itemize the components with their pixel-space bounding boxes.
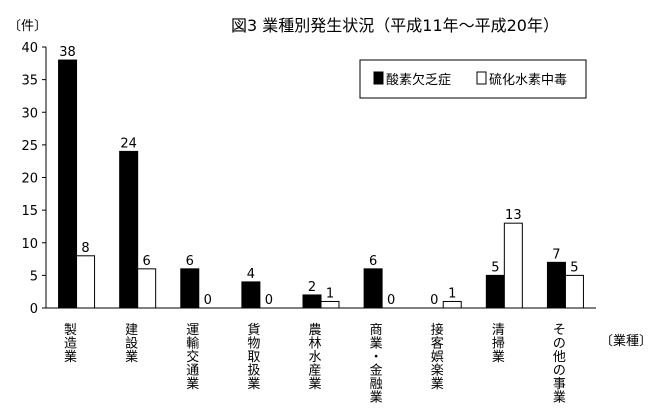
data-label: 0: [387, 293, 395, 308]
bar-oxygen-deficiency: [546, 261, 566, 309]
data-label: 6: [369, 254, 377, 269]
legend-swatch-h2s: [476, 71, 487, 85]
bar-oxygen-deficiency: [363, 268, 383, 309]
data-label: 7: [552, 247, 560, 262]
y-tick-label: 15: [21, 204, 38, 219]
x-category-label: 接客娯楽業: [431, 322, 444, 392]
data-label: 1: [448, 286, 456, 301]
bar-hydrogen-sulfide: [564, 274, 584, 309]
bar-hydrogen-sulfide: [76, 255, 96, 309]
data-label: 6: [143, 254, 151, 269]
data-label: 2: [308, 280, 316, 295]
data-label: 8: [81, 241, 89, 256]
legend: 酸素欠乏症 硫化水素中毒: [359, 59, 587, 99]
legend-swatch-oxygen: [373, 71, 384, 85]
y-tick-label: 20: [21, 172, 38, 187]
x-category-label: 製造業: [64, 323, 77, 365]
bar-oxygen-deficiency: [241, 281, 261, 309]
data-label: 24: [120, 136, 137, 151]
data-label: 0: [204, 293, 212, 308]
x-category-label: 貨物取扱業: [247, 322, 260, 392]
y-tick-label: 40: [21, 41, 38, 56]
bar-hydrogen-sulfide: [442, 300, 462, 309]
x-category-label: 清掃業: [492, 323, 505, 365]
data-label: 5: [570, 260, 578, 275]
bars: [58, 59, 584, 309]
x-category-label: その他の事業: [553, 323, 566, 406]
legend-label-oxygen: 酸素欠乏症: [386, 72, 451, 88]
data-label: 4: [247, 267, 255, 282]
data-label: 38: [59, 45, 76, 60]
y-tick-label: 10: [21, 237, 38, 252]
bar-oxygen-deficiency: [180, 268, 200, 309]
y-axis: 0 5 10 15 20 25 30 35 40: [21, 41, 47, 317]
bar-oxygen-deficiency: [485, 274, 505, 309]
x-axis: 製造業 建設業 運輸交通業 貨物取扱業 農林水産業 商業・金融業 接客娯楽業 清掃業 その他の事…: [46, 307, 596, 406]
legend-label-h2s: 硫化水素中毒: [489, 73, 567, 88]
bar-oxygen-deficiency: [119, 150, 139, 309]
data-label: 1: [326, 286, 334, 301]
legend-box: [359, 59, 587, 99]
x-category-label: 商業・金融業: [370, 323, 383, 406]
y-tick-label: 0: [30, 302, 38, 317]
x-category-label: 運輸交通業: [186, 323, 199, 392]
y-axis-unit: 〔件〕: [8, 19, 47, 34]
y-tick-label: 30: [21, 106, 38, 121]
bar-hydrogen-sulfide: [137, 268, 157, 309]
bar-hydrogen-sulfide: [503, 222, 523, 309]
data-label: 6: [186, 254, 194, 269]
bar-oxygen-deficiency: [58, 59, 78, 309]
x-category-label: 建設業: [125, 323, 138, 365]
bar-oxygen-deficiency: [302, 294, 322, 309]
data-label: 13: [505, 208, 522, 223]
x-axis-unit: 〔業種〕: [600, 333, 650, 349]
y-tick-label: 35: [21, 74, 38, 89]
data-label: 0: [430, 293, 438, 308]
y-tick-label: 25: [21, 139, 38, 154]
data-label: 0: [265, 293, 273, 308]
y-tick-label: 5: [30, 269, 38, 284]
data-label: 5: [491, 260, 499, 275]
chart-title: 図3 業種別発生状況（平成11年～平成20年）: [231, 16, 559, 35]
x-category-label: 農林水産業: [308, 323, 321, 392]
bar-hydrogen-sulfide: [320, 300, 340, 309]
